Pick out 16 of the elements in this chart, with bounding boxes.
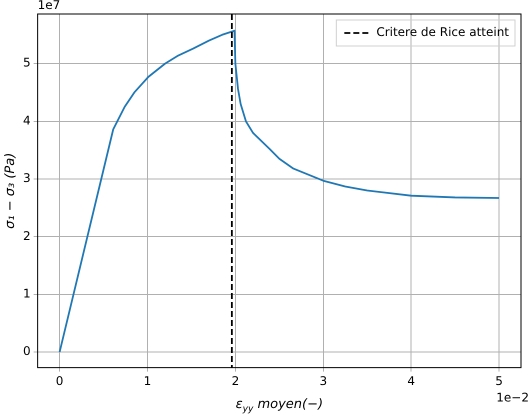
x-tick-label: 5 [495, 374, 503, 388]
y-tick-label: 1 [22, 286, 31, 300]
y-tick-label: 2 [22, 228, 31, 243]
ref-line-label: Critere de Rice atteint [376, 25, 510, 40]
y-tick-label: 4 [22, 113, 31, 128]
y-tick-label: 5 [22, 56, 31, 70]
x-tick-label: 2 [232, 374, 240, 388]
x-tick-label: 0 [56, 374, 64, 388]
y-tick-label: 0 [22, 344, 31, 358]
text: 1e7 [38, 0, 60, 12]
x-tick-label: 3 [319, 374, 328, 388]
y-axis-title: σ₁ − σ₃ (Pa) [3, 152, 18, 229]
x-tick-label: 4 [407, 374, 415, 388]
text: 1e−2 [496, 390, 529, 405]
y-tick-label: 3 [22, 171, 31, 186]
x-tick-label: 1 [144, 374, 152, 388]
